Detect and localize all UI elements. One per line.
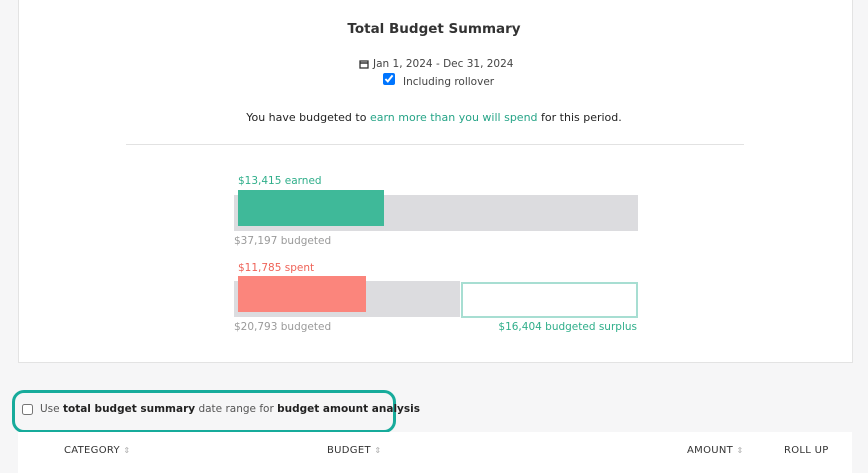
option-bold: budget amount analysis xyxy=(277,403,420,415)
sort-icon: ⇕ xyxy=(123,446,131,455)
column-title: ROLL UP xyxy=(784,445,829,456)
column-header[interactable]: AMOUNT ⇕ xyxy=(687,445,744,456)
table-header xyxy=(18,432,852,473)
date-range: Jan 1, 2024 - Dec 31, 2024 xyxy=(373,58,514,70)
income-budget-label: $37,197 budgeted xyxy=(234,235,332,247)
spent-label: $11,785 spent xyxy=(238,262,315,274)
option-bold: total budget summary xyxy=(62,403,196,415)
message-text: You have budgeted to xyxy=(246,111,370,124)
message: You have budgeted to earn more than you … xyxy=(0,111,868,124)
expense-budget-label: $20,793 budgeted xyxy=(234,321,332,333)
calendar-icon xyxy=(359,60,369,69)
spent-bar xyxy=(238,276,366,312)
earned-label: $13,415 earned xyxy=(238,175,322,187)
column-title: BUDGET xyxy=(327,445,371,456)
divider xyxy=(126,144,744,145)
column-title: AMOUNT xyxy=(687,445,734,456)
surplus-bar xyxy=(460,282,638,318)
date-range-checkbox[interactable] xyxy=(22,404,33,415)
column-header[interactable]: CATEGORY ⇕ xyxy=(64,445,130,456)
surplus-label: $16,404 budgeted surplus xyxy=(498,321,637,333)
option-label[interactable]: Use total budget summary date range for … xyxy=(40,403,420,415)
option-text: date range for xyxy=(195,403,278,415)
message-text: for this period. xyxy=(537,111,622,124)
rollover-checkbox[interactable] xyxy=(383,73,395,85)
option-text: Use xyxy=(40,403,63,415)
highlight-box xyxy=(12,390,396,433)
earned-bar xyxy=(238,190,384,226)
title: Total Budget Summary xyxy=(347,21,521,37)
column-header[interactable]: ROLL UP xyxy=(784,445,829,456)
rollover-label[interactable]: Including rollover xyxy=(403,76,495,88)
column-header[interactable]: BUDGET ⇕ xyxy=(327,445,381,456)
sort-icon: ⇕ xyxy=(736,446,744,455)
column-title: CATEGORY xyxy=(64,445,120,456)
message-highlight: earn more than you will spend xyxy=(369,111,538,124)
sort-icon: ⇕ xyxy=(374,446,382,455)
